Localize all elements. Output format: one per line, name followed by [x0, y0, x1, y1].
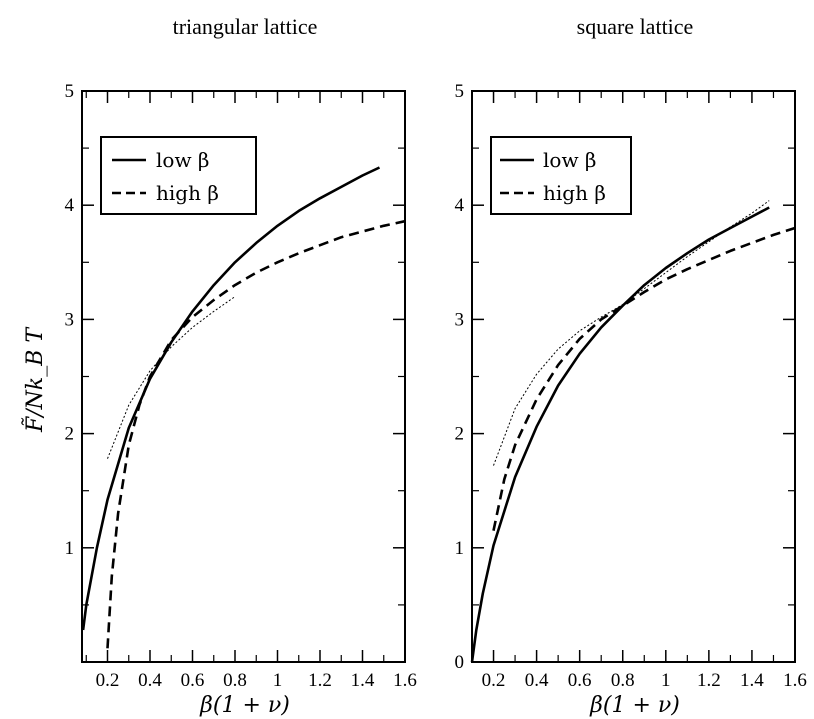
panel-triangular-lattice: triangular lattice β(1 + ν) F̃/Nk_B T 0.… [22, 14, 417, 718]
y-tick-label: 3 [65, 309, 75, 330]
x-tick-label: 1.2 [697, 670, 721, 691]
y-tick-label: 4 [455, 195, 465, 216]
legend: low β high β [100, 136, 257, 215]
plot-area: 0.2 0.4 0.6 0.8 1 1.2 1.4 1.6 1 2 3 4 5 [65, 81, 417, 691]
x-tick-label: 0.8 [611, 670, 635, 691]
y-tick-label: 2 [455, 424, 465, 445]
x-tick-label: 1.4 [351, 670, 375, 691]
series-line-thin [493, 200, 770, 466]
legend-entry: high β [543, 181, 606, 205]
legend-entry: low β [156, 148, 209, 172]
x-tick-label: 0.2 [482, 670, 506, 691]
x-tick-label: 0.6 [568, 670, 592, 691]
y-tick-label: 1 [65, 538, 75, 559]
x-axis-label: β(1 + ν) [589, 693, 680, 718]
y-tick-label: 3 [455, 309, 465, 330]
y-tick-label: 1 [455, 538, 465, 559]
legend-entry: high β [156, 181, 219, 205]
legend-entry: low β [543, 148, 596, 172]
series-line-solid [81, 166, 381, 631]
y-tick-label: 4 [65, 195, 75, 216]
legend-box [100, 136, 257, 215]
plot-area: 0.2 0.4 0.6 0.8 1 1.2 1.4 1.6 0 1 2 3 4 5 [455, 81, 807, 691]
series-line-thin [107, 296, 236, 459]
x-tick-label: 1.6 [783, 670, 807, 691]
x-tick-label: 1 [273, 670, 283, 691]
panel-square-lattice: square lattice β(1 + ν) 0.2 0.4 0.6 0.8 1 1.2… [455, 14, 807, 718]
legend: low β high β [490, 136, 632, 215]
series-line-solid [470, 206, 770, 663]
x-tick-label: 0.8 [223, 670, 247, 691]
x-tick-label: 1.6 [393, 670, 417, 691]
legend-box [490, 136, 632, 215]
panel-title: triangular lattice [173, 14, 318, 39]
x-tick-label: 1.2 [308, 670, 332, 691]
y-tick-label: 5 [455, 81, 465, 102]
x-tick-label: 1.4 [740, 670, 764, 691]
panel-title: square lattice [577, 14, 694, 39]
series-line-dashed [492, 226, 796, 531]
y-tick-label: 2 [65, 424, 75, 445]
x-axis-label: β(1 + ν) [199, 693, 290, 718]
x-tick-label: 0.4 [525, 670, 549, 691]
x-tick-label: 1 [661, 670, 671, 691]
y-axis-label: F̃/Nk_B T [22, 326, 48, 433]
x-tick-label: 0.4 [138, 670, 162, 691]
x-tick-label: 0.6 [181, 670, 205, 691]
y-tick-label: 0 [455, 652, 465, 673]
series-line-dashed [106, 219, 406, 649]
x-tick-label: 0.2 [96, 670, 120, 691]
y-tick-label: 5 [65, 81, 75, 102]
